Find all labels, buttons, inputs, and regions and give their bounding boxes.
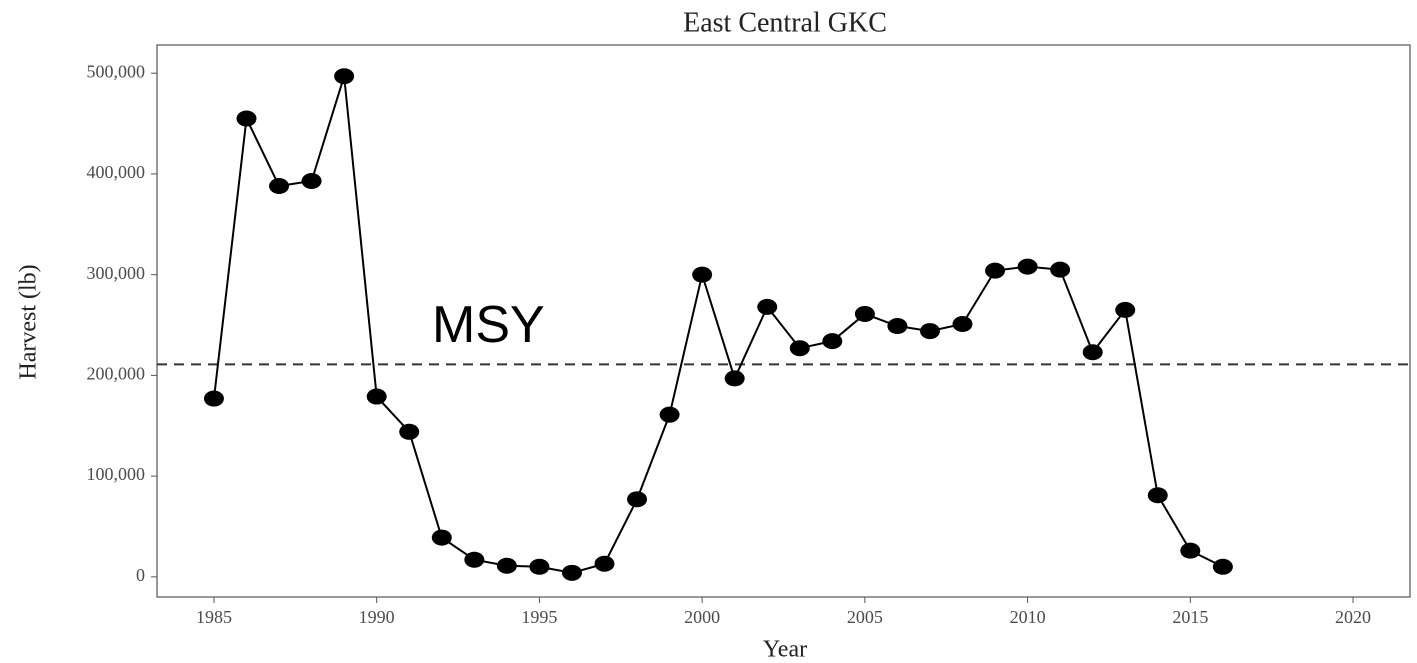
data-point <box>366 388 387 405</box>
y-axis-label: Harvest (lb) <box>16 264 42 379</box>
y-tick-label: 200,000 <box>87 364 146 384</box>
data-point <box>431 529 452 546</box>
data-point <box>1050 261 1071 278</box>
plot-frame <box>156 44 1411 598</box>
x-tick-label: 2005 <box>847 607 883 627</box>
data-point <box>464 551 485 568</box>
data-point <box>334 68 355 85</box>
data-point <box>1147 487 1168 504</box>
data-point <box>692 266 713 283</box>
data-point <box>561 564 582 581</box>
data-point <box>496 557 517 574</box>
data-point <box>594 555 615 572</box>
data-point <box>1212 558 1233 575</box>
data-point <box>985 262 1006 279</box>
msy-label: MSY <box>432 296 545 354</box>
data-point <box>952 316 973 333</box>
data-point <box>627 491 648 508</box>
data-line <box>212 75 1224 574</box>
y-tick-label: 300,000 <box>87 263 146 283</box>
data-point <box>529 558 550 575</box>
y-tick-label: 400,000 <box>87 162 146 182</box>
data-point <box>399 423 420 440</box>
data-point <box>822 333 843 350</box>
x-tick-label: 1995 <box>521 607 557 627</box>
x-tick-label: 2000 <box>684 607 720 627</box>
data-point <box>757 298 778 315</box>
y-tick-label: 100,000 <box>87 464 146 484</box>
data-point <box>269 178 290 195</box>
data-point <box>887 318 908 335</box>
x-tick-label: 1990 <box>359 607 395 627</box>
x-tick-label: 1985 <box>196 607 232 627</box>
data-point <box>1115 301 1136 318</box>
x-tick-label: 2010 <box>1010 607 1046 627</box>
data-point <box>1017 258 1038 275</box>
x-tick-label: 2015 <box>1172 607 1208 627</box>
chart-title: East Central GKC <box>683 7 887 38</box>
data-point <box>301 172 322 189</box>
data-point <box>919 323 940 340</box>
x-tick-label: 2020 <box>1335 607 1371 627</box>
data-point <box>724 370 745 387</box>
y-tick-label: 500,000 <box>87 61 146 81</box>
data-point <box>1180 542 1201 559</box>
data-point <box>854 305 875 322</box>
data-point <box>203 390 224 407</box>
y-tick-label: 0 <box>136 565 145 585</box>
data-point <box>659 406 680 423</box>
data-point <box>1082 344 1103 361</box>
x-axis-label: Year <box>763 637 807 663</box>
data-point <box>236 110 257 127</box>
data-point <box>789 340 810 357</box>
